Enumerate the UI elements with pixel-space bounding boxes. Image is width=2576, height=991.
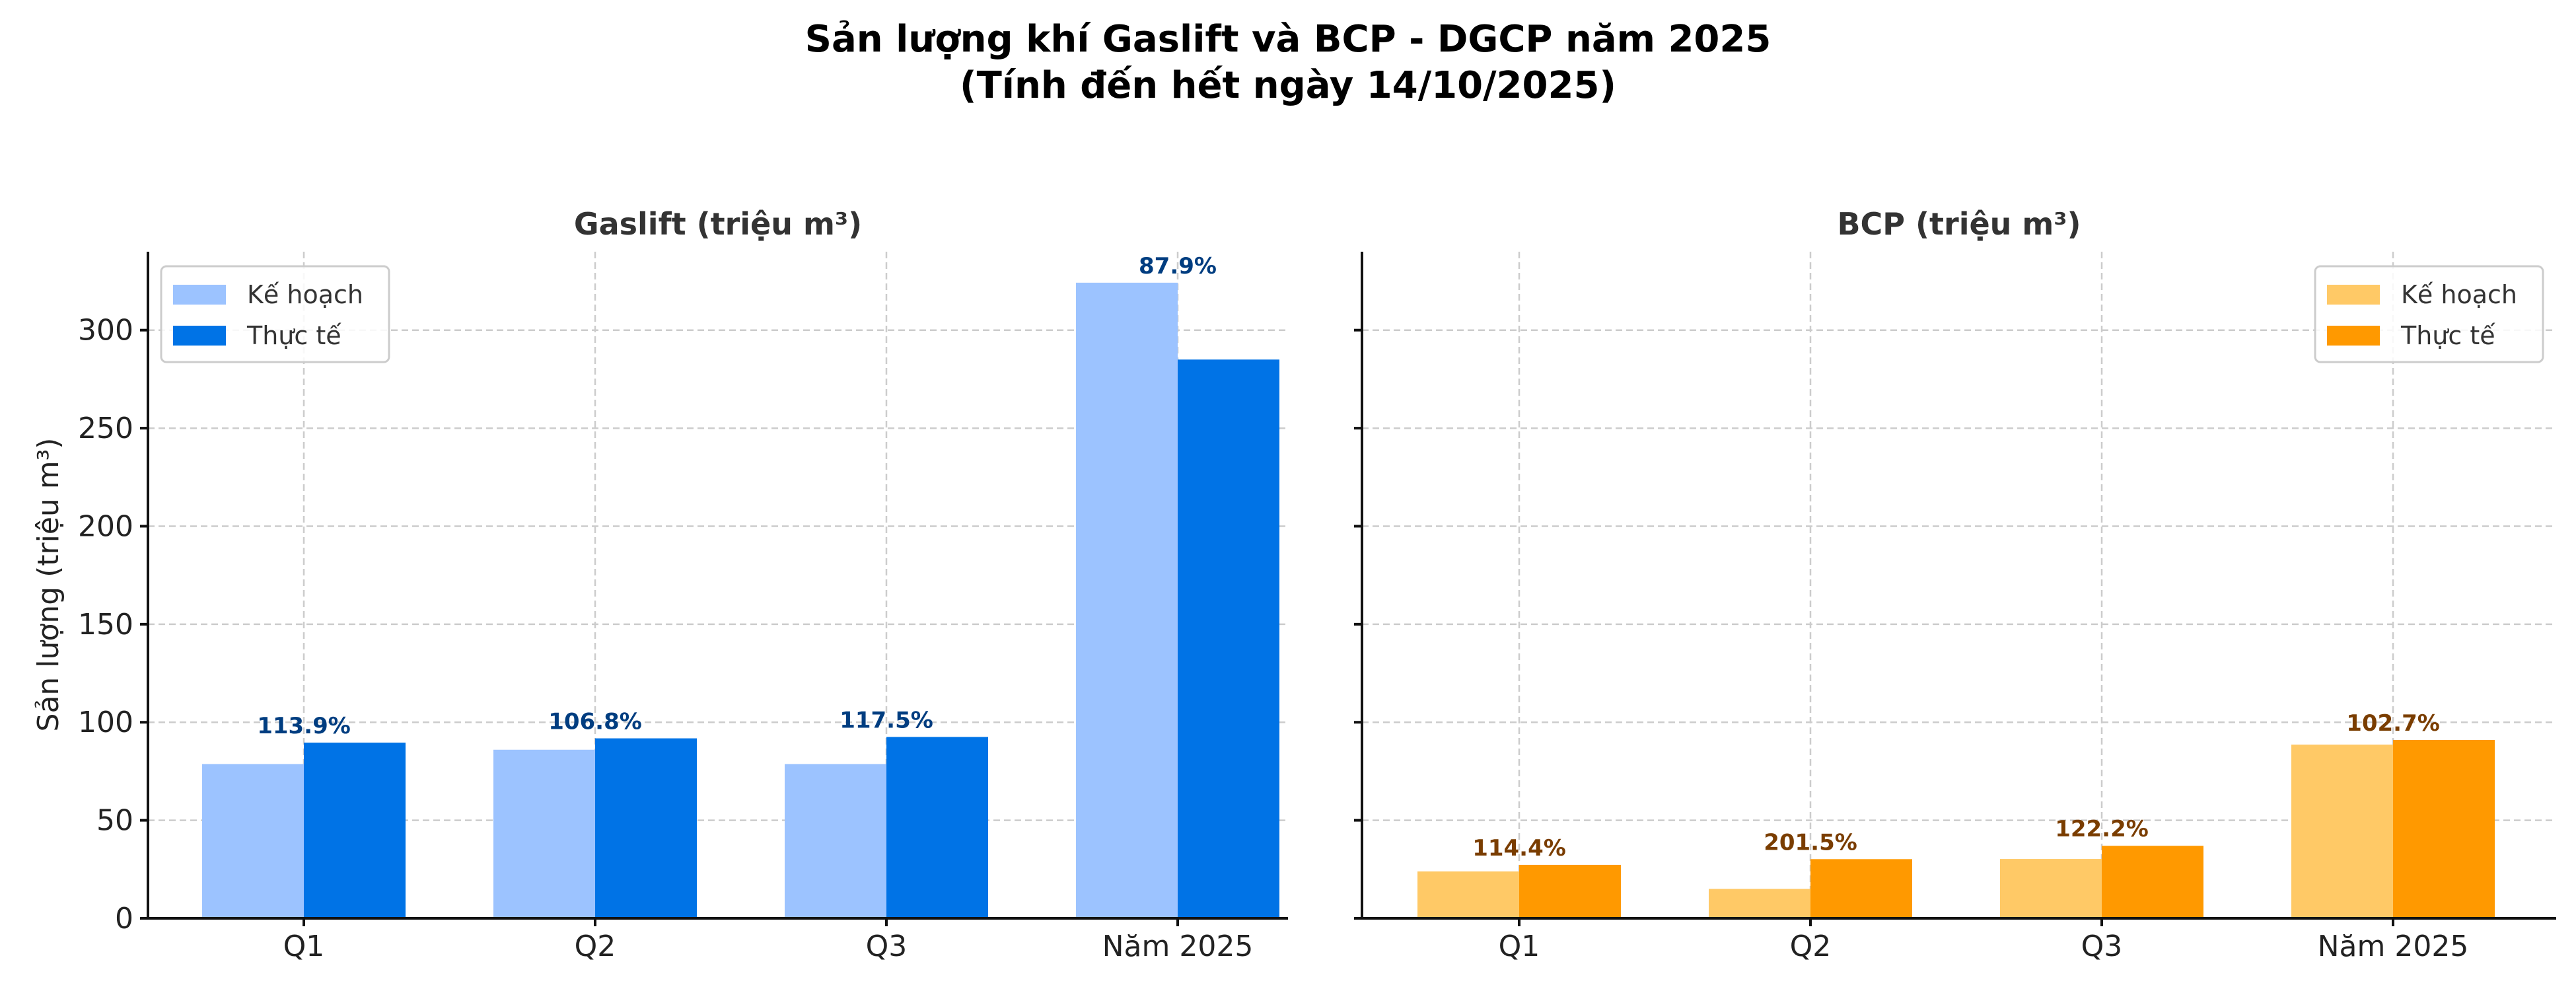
bar-plan-4 bbox=[2291, 745, 2393, 918]
data-label-percent: 106.8% bbox=[548, 709, 642, 735]
data-label-percent: 102.7% bbox=[2346, 710, 2440, 737]
legend-label-actual: Thực tế bbox=[246, 321, 341, 350]
x-tick-label: Q1 bbox=[283, 930, 325, 963]
chart-title: Sản lượng khí Gaslift và BCP - DGCP năm … bbox=[805, 18, 1771, 61]
y-tick-label: 150 bbox=[78, 608, 133, 642]
bar-actual-2 bbox=[1810, 859, 1912, 918]
subplot-1: Gaslift (triệu m³) 0 50 100 150 200 250 300 113.… bbox=[78, 206, 1288, 963]
y-tick-label: 300 bbox=[78, 314, 133, 348]
legend: Kế hoạch Thực tế bbox=[2314, 265, 2544, 363]
x-tick-label: Năm 2025 bbox=[1102, 930, 1254, 963]
bar-actual-3 bbox=[886, 737, 988, 918]
legend-label-actual: Thực tế bbox=[2400, 321, 2495, 350]
bar-actual-4 bbox=[1178, 359, 1279, 918]
x-tick-label: Q2 bbox=[1790, 930, 1832, 963]
legend-swatch-actual bbox=[2327, 326, 2380, 346]
x-tick-label: Q3 bbox=[2081, 930, 2123, 963]
data-label-percent: 201.5% bbox=[1764, 829, 1857, 856]
data-label-percent: 117.5% bbox=[840, 707, 933, 733]
y-tick-label: 250 bbox=[78, 412, 133, 445]
bar-plan-2 bbox=[493, 749, 595, 918]
data-label-percent: 87.9% bbox=[1139, 253, 1217, 279]
y-tick-label: 50 bbox=[96, 804, 133, 838]
legend-swatch-plan bbox=[173, 285, 226, 305]
bar-actual-1 bbox=[304, 743, 406, 918]
bar-plan-1 bbox=[1417, 871, 1519, 918]
bar-plan-3 bbox=[2000, 859, 2102, 918]
data-label-percent: 114.4% bbox=[1472, 835, 1566, 862]
bar-actual-2 bbox=[595, 738, 697, 918]
chart-subtitle: (Tính đến hết ngày 14/10/2025) bbox=[960, 64, 1616, 107]
x-tick-label: Q1 bbox=[1499, 930, 1540, 963]
bar-plan-1 bbox=[202, 764, 304, 918]
data-label-percent: 122.2% bbox=[2055, 816, 2149, 842]
y-axis-label: Sản lượng (triệu m³) bbox=[32, 438, 65, 732]
legend-swatch-actual bbox=[173, 326, 226, 346]
bar-actual-4 bbox=[2393, 739, 2495, 918]
bar-actual-1 bbox=[1519, 864, 1621, 918]
y-tick-label: 100 bbox=[78, 706, 133, 739]
bar-plan-3 bbox=[785, 764, 886, 918]
subplot-title: Gaslift (triệu m³) bbox=[574, 206, 862, 242]
legend-label-plan: Kế hoạch bbox=[247, 280, 363, 309]
subplot-2: BCP (triệu m³) 114.4% Q1 201.5% Q2 122.2% Q3 10… bbox=[1354, 206, 2556, 963]
legend-label-plan: Kế hoạch bbox=[2401, 280, 2517, 309]
subplot-title: BCP (triệu m³) bbox=[1837, 206, 2081, 242]
bar-actual-3 bbox=[2102, 846, 2203, 918]
bar-plan-2 bbox=[1709, 889, 1810, 918]
x-tick-label: Q3 bbox=[866, 930, 908, 963]
legend: Kế hoạch Thực tế bbox=[160, 265, 390, 363]
y-tick-label: 200 bbox=[78, 509, 133, 543]
x-tick-label: Năm 2025 bbox=[2318, 930, 2469, 963]
legend-swatch-plan bbox=[2327, 285, 2380, 305]
x-tick-label: Q2 bbox=[575, 930, 616, 963]
data-label-percent: 113.9% bbox=[257, 713, 351, 739]
y-tick-label: 0 bbox=[115, 902, 133, 936]
bar-plan-4 bbox=[1076, 282, 1178, 919]
